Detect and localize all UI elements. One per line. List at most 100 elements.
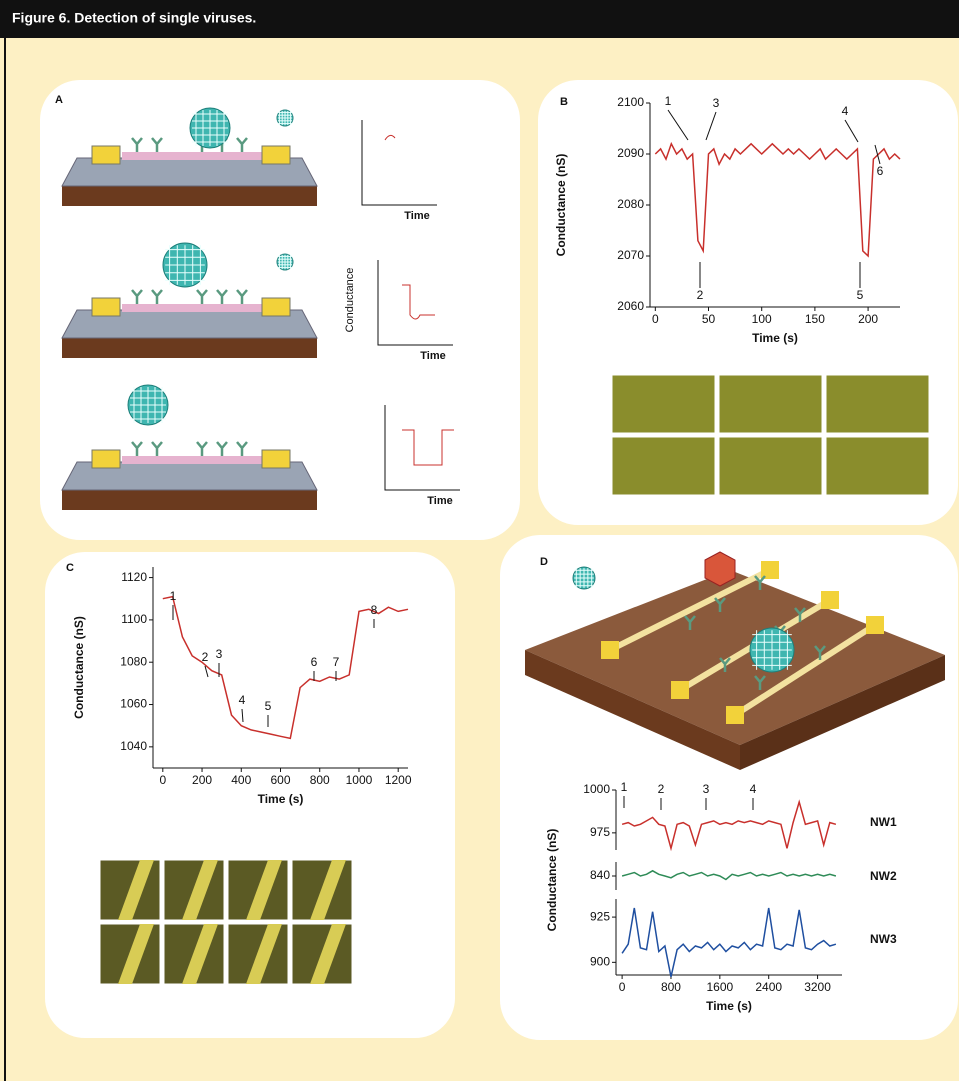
virus-hex xyxy=(704,551,736,587)
y-axis-label: Conductance (nS) xyxy=(545,829,559,932)
x-tick-label: 50 xyxy=(702,312,716,326)
antibody xyxy=(714,597,726,612)
annotation: 1 xyxy=(621,780,628,794)
photo-tile xyxy=(611,436,716,496)
antibody xyxy=(236,441,248,456)
chip xyxy=(61,157,318,187)
y-tick-label: 2060 xyxy=(617,299,644,313)
substrate xyxy=(62,338,317,358)
electrode xyxy=(601,641,619,659)
x-tick-label: 200 xyxy=(858,312,878,326)
y-tick-label: 2090 xyxy=(617,146,644,160)
electrode xyxy=(261,449,291,469)
data-line xyxy=(621,907,837,977)
annotation: 4 xyxy=(842,104,849,118)
y-tick-label: 925 xyxy=(590,909,610,923)
antibody xyxy=(754,675,766,690)
axis xyxy=(377,260,453,346)
x-tick-label: 200 xyxy=(192,773,212,787)
photo-tile xyxy=(825,436,930,496)
series-label: NW2 xyxy=(870,869,897,883)
data-line xyxy=(654,141,901,258)
series-label: NW3 xyxy=(870,932,897,946)
photo-stripe xyxy=(118,924,154,984)
annotation: 5 xyxy=(265,699,272,713)
y-tick-label: 2080 xyxy=(617,197,644,211)
board-side xyxy=(740,655,945,770)
electrode xyxy=(91,297,121,317)
antibody xyxy=(151,289,163,304)
arrow xyxy=(204,665,209,678)
antibody xyxy=(196,441,208,456)
y-tick-label: 900 xyxy=(590,955,610,969)
figure-title: Figure 6. Detection of single viruses. xyxy=(12,10,256,26)
annotation: 3 xyxy=(216,647,223,661)
y-tick-label: 840 xyxy=(590,868,610,882)
y-axis-label: Conductance (nS) xyxy=(554,154,568,257)
electrode xyxy=(726,706,744,724)
antibody xyxy=(794,607,806,622)
y-tick-label: 1120 xyxy=(121,570,147,584)
axis xyxy=(384,405,460,491)
annotation: 4 xyxy=(239,693,246,707)
antibody xyxy=(196,289,208,304)
antibody xyxy=(814,645,826,660)
electrode xyxy=(866,616,884,634)
annotation: 1 xyxy=(665,94,672,108)
annotation: 6 xyxy=(311,655,318,669)
antibody xyxy=(151,441,163,456)
annotation: 5 xyxy=(857,288,864,302)
antibody xyxy=(151,137,163,152)
antibody xyxy=(131,289,143,304)
x-tick-label: 3200 xyxy=(804,980,831,994)
x-tick-label: 800 xyxy=(310,773,330,787)
x-label: Time xyxy=(427,495,452,507)
y-tick-label: 1060 xyxy=(120,697,147,711)
annotation: 2 xyxy=(697,288,704,302)
y-tick-label: 1080 xyxy=(120,654,147,668)
electrode xyxy=(261,297,291,317)
arrow xyxy=(844,119,859,143)
nanowire xyxy=(608,567,772,653)
panel-label: A xyxy=(55,94,63,106)
x-tick-label: 0 xyxy=(652,312,659,326)
antibody xyxy=(131,137,143,152)
y-tick-label: 1040 xyxy=(120,739,147,753)
annotation: 7 xyxy=(333,655,340,669)
antibody xyxy=(236,137,248,152)
sketch-trace xyxy=(402,284,435,320)
photo-stripe xyxy=(182,860,218,920)
electrode xyxy=(671,681,689,699)
electrode xyxy=(261,145,291,165)
panel-label: C xyxy=(66,562,74,574)
annotation: 6 xyxy=(877,164,884,178)
arrow xyxy=(705,111,717,141)
axis xyxy=(361,120,437,206)
x-tick-label: 800 xyxy=(661,980,681,994)
arrow xyxy=(874,144,881,165)
series-label: NW1 xyxy=(870,815,897,829)
antibody xyxy=(236,289,248,304)
photo-stripe xyxy=(246,860,282,920)
y-label: Conductance xyxy=(344,268,356,333)
photo-tile xyxy=(825,374,930,434)
x-tick-label: 1200 xyxy=(385,773,412,787)
substrate xyxy=(62,490,317,510)
chip xyxy=(61,309,318,339)
nanowire xyxy=(122,304,262,312)
chip xyxy=(61,461,318,491)
photo-stripe xyxy=(246,924,282,984)
x-axis-label: Time (s) xyxy=(706,999,752,1013)
x-tick-label: 600 xyxy=(270,773,290,787)
photo-stripe xyxy=(118,860,154,920)
y-tick-label: 2070 xyxy=(617,248,644,262)
annotation: 1 xyxy=(170,589,177,603)
annotation: 3 xyxy=(703,782,710,796)
x-axis-label: Time (s) xyxy=(258,792,304,806)
electrode xyxy=(761,561,779,579)
antibody xyxy=(216,289,228,304)
antibody xyxy=(684,615,696,630)
annotation: 8 xyxy=(371,603,378,617)
header-bar xyxy=(0,0,959,38)
